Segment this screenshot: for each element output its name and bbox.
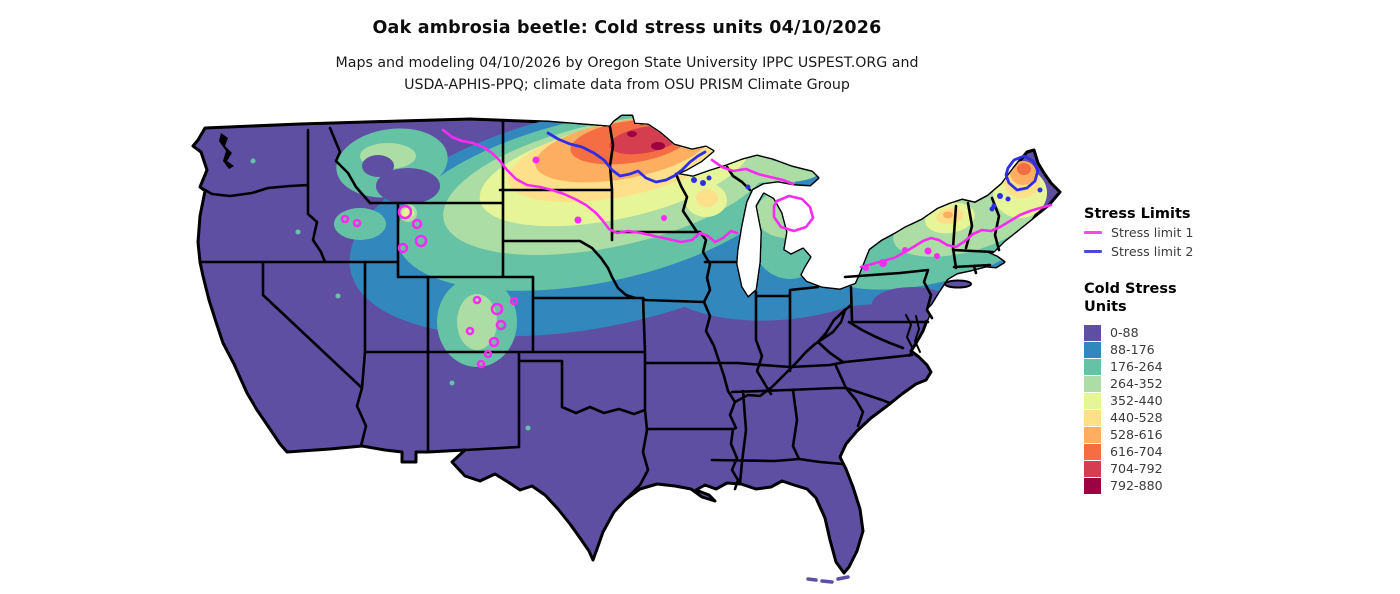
- subtitle-line-2: USDA-APHIS-PPQ; climate data from OSU PR…: [404, 77, 850, 93]
- page-title: Oak ambrosia beetle: Cold stress units 0…: [372, 18, 882, 38]
- legend-class-row: 528-616: [1084, 426, 1244, 443]
- stress-limits-legend-title: Stress Limits: [1084, 206, 1191, 222]
- legend-item-stress-limit-1: Stress limit 1: [1084, 224, 1244, 241]
- legend-class-row: 616-704: [1084, 443, 1244, 460]
- header: Oak ambrosia beetle: Cold stress units 0…: [0, 0, 1254, 96]
- stress-limit-2-line-swatch: [1084, 250, 1102, 253]
- class-swatch: [1084, 477, 1101, 494]
- puget-sound: [219, 133, 234, 169]
- class-swatch: [1084, 392, 1101, 409]
- subtitle-line-1: Maps and modeling 04/10/2026 by Oregon S…: [335, 55, 919, 71]
- stress-limit-1-label: Stress limit 1: [1111, 225, 1194, 240]
- legend-class-row: 704-792: [1084, 460, 1244, 477]
- band-792-880: [627, 131, 665, 150]
- stress-limit-2-spots: [691, 175, 1043, 212]
- legend-class-row: 352-440: [1084, 392, 1244, 409]
- class-swatch: [1084, 443, 1101, 460]
- class-swatch: [1084, 409, 1101, 426]
- legend-class-row: 792-880: [1084, 477, 1244, 494]
- class-range-label: 440-528: [1110, 410, 1163, 425]
- class-swatch: [1084, 341, 1101, 358]
- stress-limit-1-contour: [340, 128, 1053, 369]
- legend-item-stress-limit-2: Stress limit 2: [1084, 243, 1244, 260]
- florida-keys: [806, 575, 850, 584]
- class-range-label: 616-704: [1110, 444, 1163, 459]
- stress-limit-1-line-swatch: [1084, 231, 1102, 234]
- legend: Stress Limits Stress limit 1 Stress limi…: [1084, 206, 1244, 494]
- class-range-label: 352-440: [1110, 393, 1163, 408]
- class-range-label: 528-616: [1110, 427, 1163, 442]
- state-borders: [198, 120, 1001, 499]
- class-range-label: 704-792: [1110, 461, 1163, 476]
- long-island: [944, 279, 972, 289]
- class-range-label: 792-880: [1110, 478, 1163, 493]
- class-swatch: [1084, 324, 1101, 341]
- legend-class-row: 440-528: [1084, 409, 1244, 426]
- chesapeake-bay: [905, 314, 921, 357]
- legend-class-row: 0-88: [1084, 324, 1244, 341]
- class-swatch: [1084, 358, 1101, 375]
- page-subtitle: Maps and modeling 04/10/2026 by Oregon S…: [0, 52, 1254, 96]
- cold-stress-legend-title: Cold Stress Units: [1084, 281, 1177, 315]
- class-swatch: [1084, 375, 1101, 392]
- class-range-label: 264-352: [1110, 376, 1163, 391]
- stress-limit-1-spots: [532, 156, 940, 271]
- class-swatch: [1084, 426, 1101, 443]
- cold-stress-classes: 0-88 88-176 176-264 264-352 352-440 440-…: [1084, 324, 1244, 494]
- class-range-label: 0-88: [1110, 325, 1139, 340]
- class-range-label: 176-264: [1110, 359, 1163, 374]
- stress-limit-2-contour: [546, 131, 1040, 192]
- stress-limit-2-label: Stress limit 2: [1111, 244, 1194, 259]
- legend-class-row: 176-264: [1084, 358, 1244, 375]
- class-swatch: [1084, 460, 1101, 477]
- legend-class-row: 264-352: [1084, 375, 1244, 392]
- class-range-label: 88-176: [1110, 342, 1155, 357]
- legend-class-row: 88-176: [1084, 341, 1244, 358]
